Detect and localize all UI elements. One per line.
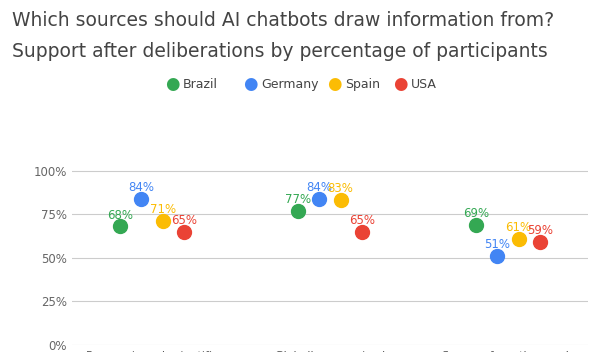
Text: Spain: Spain [345,78,380,91]
Text: ●: ● [328,75,342,94]
Text: 51%: 51% [484,238,510,251]
Text: 65%: 65% [171,214,197,227]
Text: Support after deliberations by percentage of participants: Support after deliberations by percentag… [12,42,548,61]
Text: 68%: 68% [107,208,133,221]
Text: Germany: Germany [261,78,319,91]
Point [115,224,125,229]
Point [314,196,324,201]
Point [493,253,502,259]
Point [179,229,189,234]
Point [137,196,146,201]
Text: 65%: 65% [349,214,375,227]
Text: Which sources should AI chatbots draw information from?: Which sources should AI chatbots draw in… [12,11,554,30]
Point [535,239,545,245]
Text: ●: ● [166,75,180,94]
Text: 61%: 61% [506,221,532,234]
Point [471,222,481,227]
Point [514,236,523,241]
Point [293,208,303,214]
Point [336,197,346,203]
Text: 59%: 59% [527,224,553,237]
Text: 71%: 71% [149,203,176,216]
Text: ●: ● [394,75,408,94]
Text: USA: USA [411,78,437,91]
Text: 84%: 84% [128,181,154,194]
Text: Brazil: Brazil [183,78,218,91]
Text: 69%: 69% [463,207,489,220]
Point [158,218,167,224]
Text: ●: ● [244,75,258,94]
Text: 77%: 77% [285,193,311,206]
Text: 84%: 84% [307,181,332,194]
Text: 83%: 83% [328,182,353,195]
Point [357,229,367,234]
